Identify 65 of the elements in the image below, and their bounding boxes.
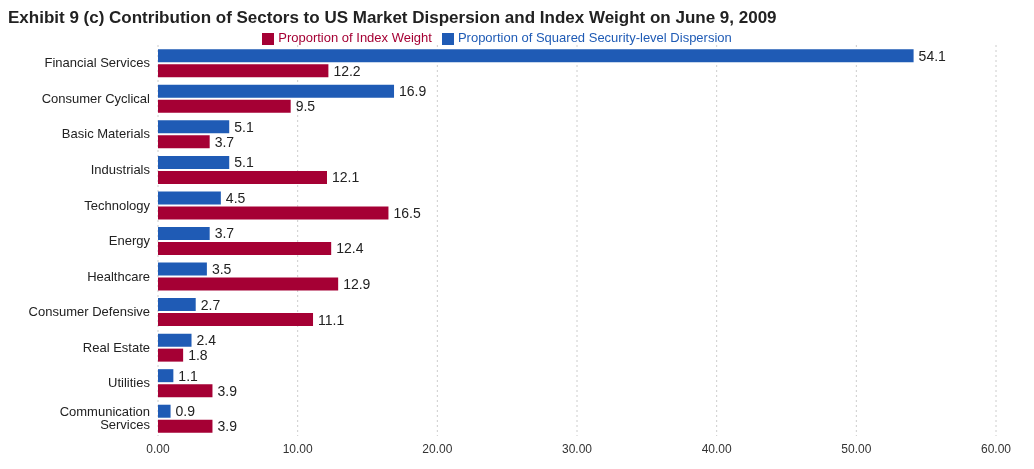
bar	[158, 155, 230, 169]
y-tick-label: Energy	[108, 233, 151, 249]
bar	[158, 170, 327, 184]
x-tick-label: 0.00	[146, 441, 170, 456]
y-tick-label: Basic Materials	[61, 126, 151, 142]
x-tick-label: 50.00	[841, 441, 872, 456]
bar	[158, 135, 210, 149]
y-tick-label: Consumer Cyclical	[41, 90, 151, 106]
y-tick-label: Financial Services	[44, 55, 151, 71]
y-tick-label: Healthcare	[87, 268, 150, 284]
data-label: 1.8	[188, 347, 208, 364]
bar	[158, 84, 395, 98]
bar	[158, 191, 221, 205]
data-label: 16.5	[393, 204, 421, 221]
data-label: 3.9	[217, 382, 238, 399]
data-label: 12.4	[336, 240, 364, 257]
bar	[158, 99, 291, 113]
data-label: 5.1	[234, 118, 254, 135]
data-label: 3.7	[214, 133, 235, 150]
bar	[158, 120, 230, 134]
legend-label: Proportion of Squared Security-level Dispersion	[457, 30, 732, 45]
y-tick-label: Technology	[84, 197, 151, 213]
bar	[158, 333, 192, 347]
y-tick-label: Consumer Defensive	[28, 304, 150, 320]
data-label: 12.2	[333, 62, 361, 79]
bar	[158, 348, 184, 362]
legend-label: Proportion of Index Weight	[278, 30, 432, 45]
x-tick-label: 60.00	[980, 441, 1012, 456]
bar	[158, 419, 213, 433]
data-label: 3.5	[211, 261, 232, 278]
bar	[158, 49, 914, 63]
data-label: 4.5	[225, 189, 246, 206]
x-tick-label: 40.00	[701, 441, 733, 456]
data-label: 2.7	[200, 296, 221, 313]
bar	[158, 404, 171, 418]
y-tick-label: Communication Services	[59, 404, 151, 433]
data-label: 12.9	[343, 276, 371, 293]
data-label: 3.7	[214, 225, 235, 242]
y-tick-label: Utilities	[108, 375, 151, 391]
bar	[158, 313, 314, 327]
data-label: 0.9	[175, 403, 196, 420]
data-label: 1.1	[178, 367, 199, 384]
chart-title: Exhibit 9 (c) Contribution of Sectors to US Market Dispersion and Index Weight on June 9, 2009	[8, 8, 778, 29]
bar	[158, 206, 389, 220]
x-tick-label: 10.00	[282, 441, 314, 456]
data-label: 5.1	[234, 154, 254, 171]
data-label: 54.1	[918, 47, 947, 64]
bar	[158, 298, 196, 312]
x-tick-label: 20.00	[422, 441, 453, 456]
x-tick-label: 30.00	[561, 441, 593, 456]
data-label: 9.5	[295, 98, 316, 115]
data-label: 16.9	[399, 83, 427, 100]
bar	[158, 64, 329, 78]
data-label: 12.1	[332, 169, 360, 186]
data-label: 2.4	[196, 332, 217, 349]
data-label: 3.9	[217, 418, 238, 435]
y-tick-label: Industrials	[90, 162, 151, 178]
bar	[158, 262, 207, 276]
data-label: 11.1	[318, 311, 345, 328]
bar	[158, 226, 210, 240]
bar	[158, 369, 174, 383]
bar	[158, 277, 339, 291]
y-tick-label: Real Estate	[82, 339, 150, 355]
bar	[158, 384, 213, 398]
bar	[158, 241, 332, 255]
